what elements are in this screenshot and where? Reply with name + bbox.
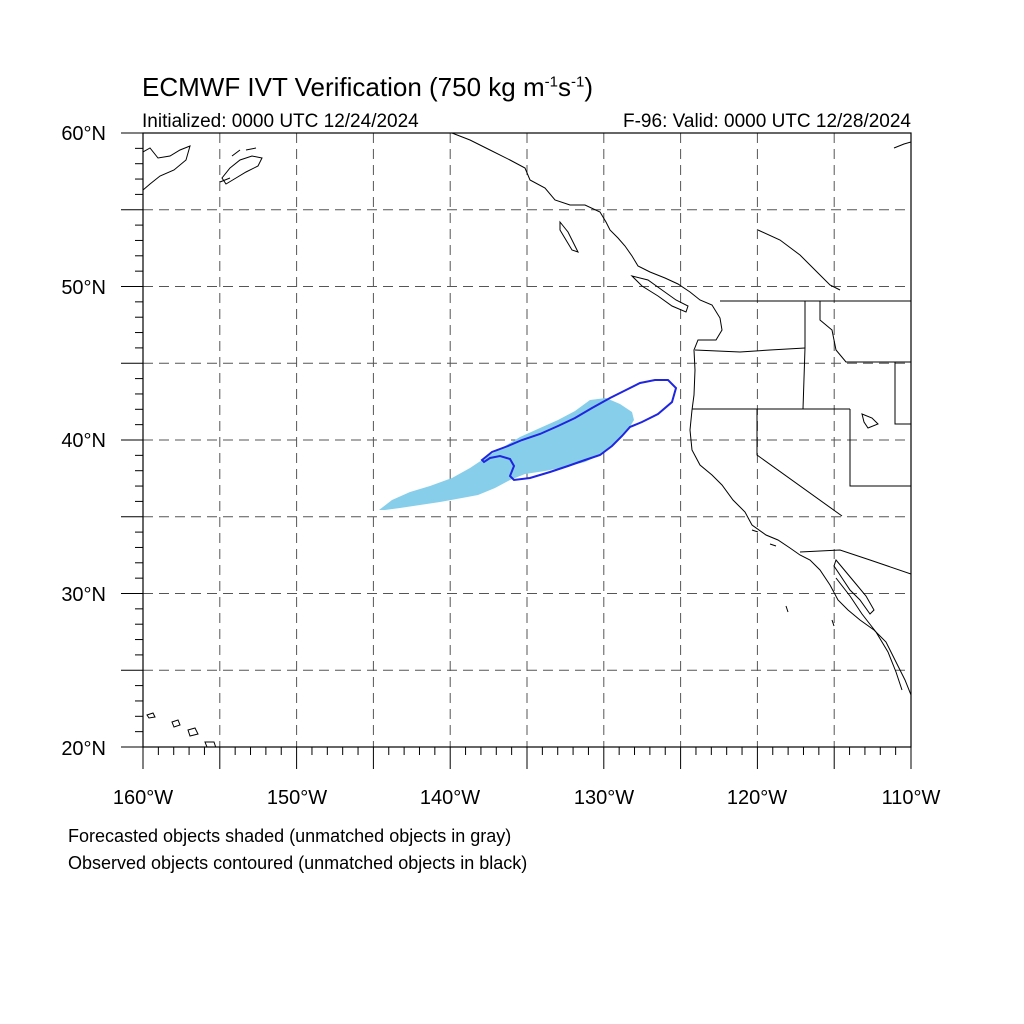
lat-label-30n: 30°N bbox=[61, 584, 106, 606]
lat-label-50n: 50°N bbox=[61, 277, 106, 299]
haida-gwaii bbox=[559, 220, 579, 253]
lat-label-60n: 60°N bbox=[61, 123, 106, 145]
map-title: ECMWF IVT Verification (750 kg m-1s-1) bbox=[142, 72, 593, 102]
lon-label-120w: 120°W bbox=[726, 787, 788, 809]
legend-note-forecast: Forecasted objects shaded (unmatched obj… bbox=[68, 826, 512, 846]
wyoming-border bbox=[894, 362, 911, 425]
lon-label-160w: 160°W bbox=[112, 787, 174, 809]
alaska-coast bbox=[143, 145, 191, 191]
coastlines bbox=[143, 133, 911, 696]
lon-label-140w: 140°W bbox=[419, 787, 481, 809]
initialized-label: Initialized: 0000 UTC 12/24/2024 bbox=[142, 111, 419, 132]
california-nevada-border bbox=[756, 409, 843, 517]
washington-oregon-border bbox=[694, 347, 806, 353]
legend-note-observed: Observed objects contoured (unmatched ob… bbox=[68, 853, 528, 873]
observed-ivt-contour bbox=[480, 379, 678, 482]
idaho-west-border bbox=[802, 301, 806, 410]
forecast-ivt-object bbox=[379, 398, 634, 510]
nevada-east-border bbox=[849, 409, 911, 487]
valid-label: F-96: Valid: 0000 UTC 12/28/2024 bbox=[623, 111, 911, 132]
lakes-and-islands bbox=[751, 141, 911, 627]
baja-california bbox=[833, 558, 875, 615]
north-america-coast bbox=[451, 133, 911, 696]
lon-label-130w: 130°W bbox=[573, 787, 635, 809]
kodiak-island bbox=[221, 155, 263, 185]
lat-label-20n: 20°N bbox=[61, 738, 106, 760]
gulf-of-california bbox=[835, 577, 903, 691]
us-mexico-border bbox=[799, 549, 911, 575]
lon-label-110w: 110°W bbox=[881, 787, 941, 809]
inland-rivers bbox=[757, 229, 841, 291]
montana-border bbox=[819, 301, 911, 363]
alaska-islands bbox=[219, 147, 257, 183]
lat-label-40n: 40°N bbox=[61, 430, 106, 452]
hawaiian-islands bbox=[146, 712, 217, 747]
axis-ticks bbox=[121, 132, 912, 769]
political-boundaries bbox=[692, 229, 911, 575]
lon-label-150w: 150°W bbox=[266, 787, 328, 809]
vancouver-island bbox=[630, 275, 689, 313]
